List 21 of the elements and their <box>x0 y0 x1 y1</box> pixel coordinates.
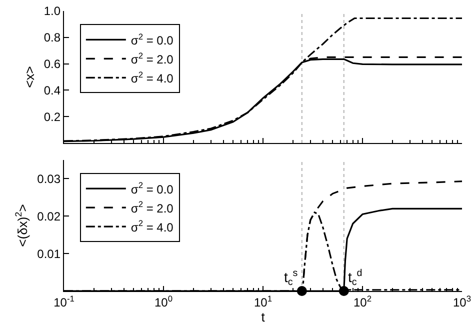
y-tick-label: 0.03 <box>37 172 61 186</box>
y-tick-label: 0.01 <box>37 246 61 261</box>
y-tick-label: 0.6 <box>44 57 61 71</box>
y-tick-label: 0.02 <box>37 209 61 224</box>
legend-label: σ$^{2}$ = 0.0 <box>130 180 174 196</box>
y-axis-title: <x> <box>22 66 37 88</box>
legend-label: σ$^{2}$ = 4.0 <box>130 69 174 86</box>
y-tick-label: 0.2 <box>44 110 61 124</box>
legend-label: σ$^{2}$ = 4.0 <box>130 218 174 234</box>
x-tick-label: 10$^{0}$ <box>154 293 173 310</box>
y-tick-label: 0.8 <box>44 30 61 45</box>
y-tick-label: 0.4 <box>44 83 61 98</box>
x-tick-label: 10$^{2}$ <box>353 293 372 310</box>
legend-label: σ$^{2}$ = 2.0 <box>130 199 174 216</box>
y-tick-label: 1.0 <box>44 4 61 18</box>
x-tick-label: 10$^{-1}$ <box>54 293 75 310</box>
x-tick-label: 10$^{1}$ <box>254 293 272 310</box>
legend-label: σ$^{2}$ = 0.0 <box>130 31 174 48</box>
x-axis-title: t <box>261 310 266 324</box>
x-tick-label: 10$^{3}$ <box>452 293 472 310</box>
legend-label: σ$^{2}$ = 2.0 <box>130 50 174 66</box>
